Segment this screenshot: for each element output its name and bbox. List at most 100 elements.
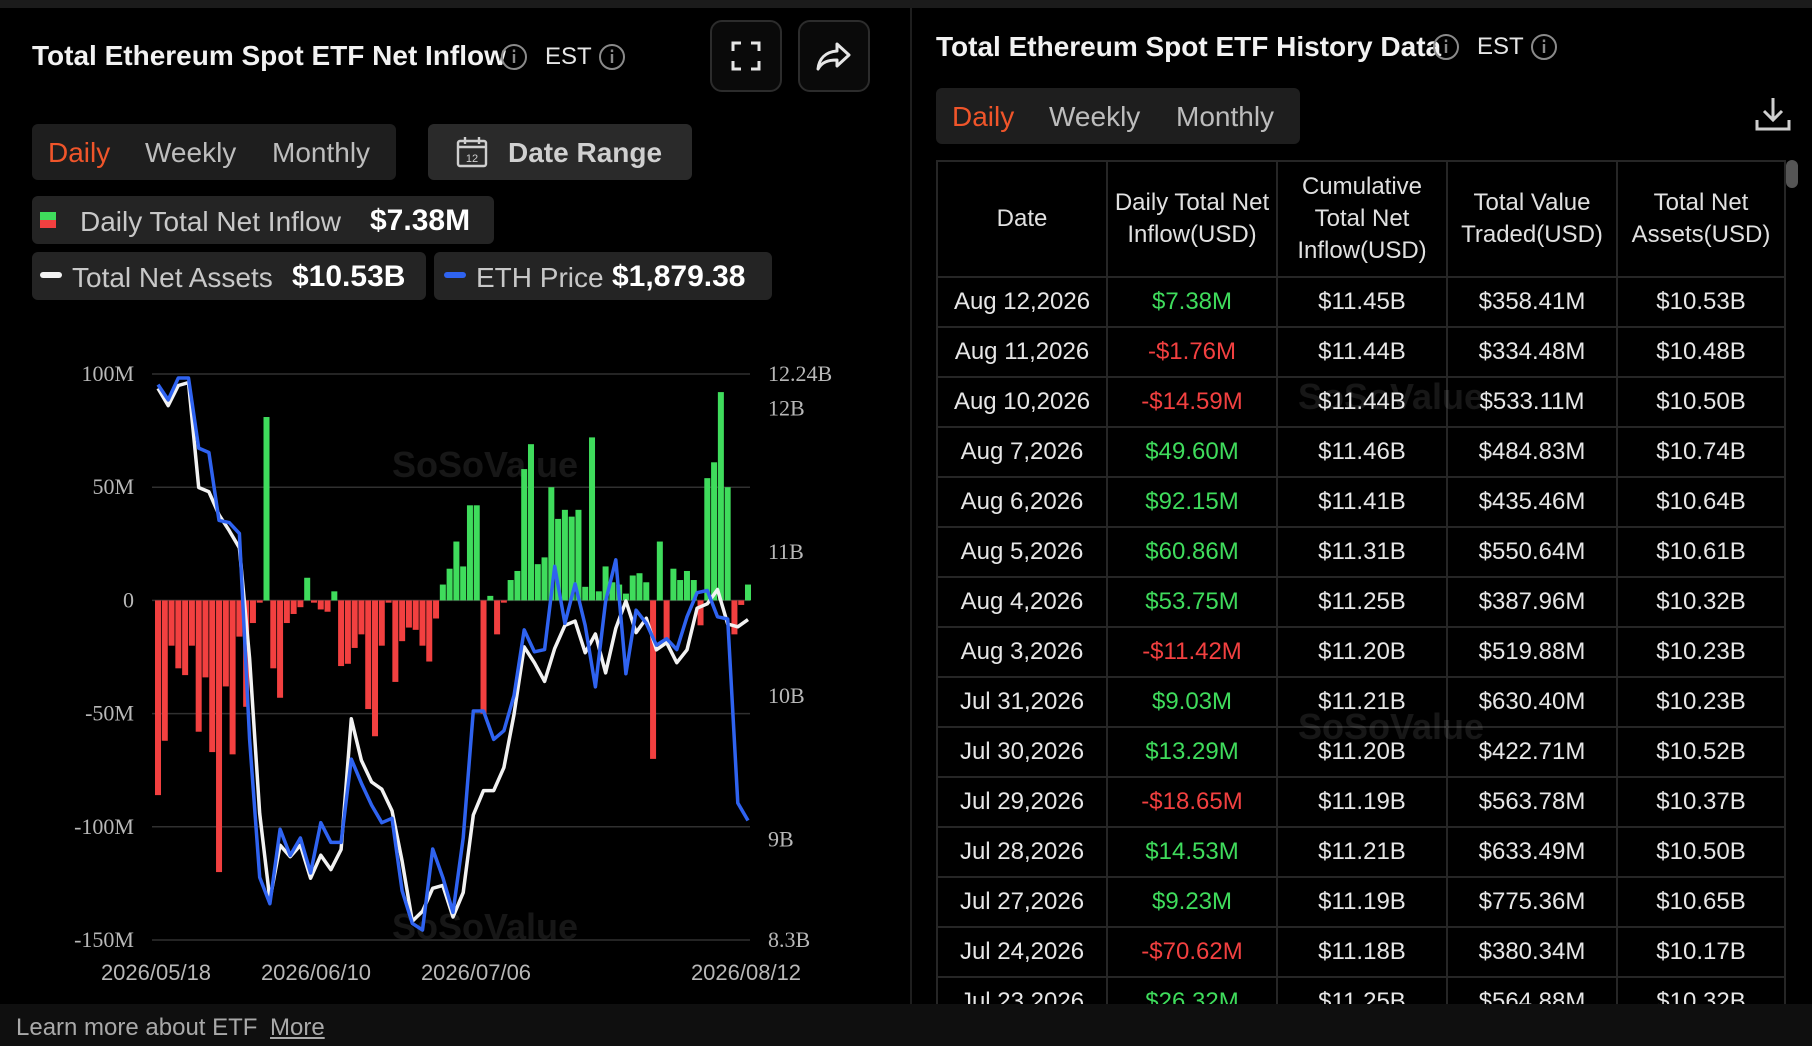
daily-inflow-cell: -$1.76M bbox=[1107, 327, 1278, 378]
inflow-bar bbox=[168, 600, 175, 646]
value-traded-cell: $358.41M bbox=[1447, 277, 1618, 328]
inflow-bar bbox=[697, 600, 704, 626]
legend-daily-inflow[interactable]: Daily Total Net Inflow $7.38M bbox=[32, 196, 494, 244]
column-header[interactable]: Total Net Assets(USD) bbox=[1616, 160, 1786, 278]
y-right-tick-label: 10B bbox=[768, 683, 805, 708]
table-row[interactable]: Jul 23,2026 $26.32M $11.25B $564.88M $10.32B bbox=[936, 977, 1786, 1004]
value-traded-cell: $564.88M bbox=[1447, 977, 1618, 1004]
legend-assets-value: $10.53B bbox=[292, 260, 406, 293]
inflow-bar bbox=[555, 518, 562, 601]
inflow-bar bbox=[595, 591, 602, 601]
date-cell: Jul 27,2026 bbox=[936, 877, 1108, 928]
legend-eth-price[interactable]: ETH Price $1,879.38 bbox=[434, 252, 772, 300]
inflow-bar bbox=[365, 600, 372, 710]
table-row[interactable]: Jul 31,2026 $9.03M $11.21B $630.40M $10.23B bbox=[936, 677, 1786, 728]
table-row[interactable]: Jul 28,2026 $14.53M $11.21B $633.49M $10.50B bbox=[936, 827, 1786, 878]
info-icon[interactable] bbox=[1530, 33, 1558, 61]
net-assets-cell: $10.32B bbox=[1617, 577, 1786, 628]
history-table-wrapper[interactable]: Date Daily Total Net Inflow(USD) Cumulat… bbox=[936, 160, 1798, 1004]
date-cell: Jul 24,2026 bbox=[936, 927, 1108, 978]
net-assets-cell: $10.50B bbox=[1617, 377, 1786, 428]
cumulative-inflow-cell: $11.20B bbox=[1277, 627, 1448, 678]
value-traded-cell: $334.48M bbox=[1447, 327, 1618, 378]
tab-monthly[interactable]: Monthly bbox=[1176, 101, 1275, 132]
table-row[interactable]: Aug 12,2026 $7.38M $11.45B $358.41M $10.53B bbox=[936, 277, 1786, 328]
column-header[interactable]: Daily Total Net Inflow(USD) bbox=[1106, 160, 1278, 278]
legend-total-net-assets[interactable]: Total Net Assets $10.53B bbox=[32, 252, 426, 300]
info-icon[interactable] bbox=[598, 43, 626, 71]
inflow-bar bbox=[310, 600, 317, 603]
value-traded-cell: $422.71M bbox=[1447, 727, 1618, 778]
tab-daily[interactable]: Daily bbox=[48, 137, 111, 168]
watermark: SoSoValue bbox=[392, 444, 579, 485]
cumulative-inflow-cell: $11.19B bbox=[1277, 877, 1448, 928]
inflow-bar bbox=[670, 568, 677, 601]
x-tick-label: 2026/06/10 bbox=[261, 960, 371, 985]
cumulative-inflow-cell: $11.25B bbox=[1277, 577, 1448, 628]
column-header[interactable]: Total Value Traded(USD) bbox=[1446, 160, 1618, 278]
table-row[interactable]: Aug 10,2026 -$14.59M $11.44B $533.11M $10.50… bbox=[936, 377, 1786, 428]
table-row[interactable]: Aug 4,2026 $53.75M $11.25B $387.96M $10.32B bbox=[936, 577, 1786, 628]
value-traded-cell: $435.46M bbox=[1447, 477, 1618, 528]
more-link[interactable]: More bbox=[270, 1014, 325, 1041]
footer-bar: Learn more about ETF More bbox=[0, 1004, 1812, 1046]
inflow-bar bbox=[405, 600, 412, 628]
table-row[interactable]: Aug 7,2026 $49.60M $11.46B $484.83M $10.74B bbox=[936, 427, 1786, 478]
inflow-bar bbox=[317, 600, 324, 610]
date-range-button[interactable]: 12 Date Range bbox=[428, 124, 692, 180]
watermark: SoSoValue bbox=[1298, 376, 1485, 417]
fullscreen-button[interactable] bbox=[710, 20, 782, 92]
tab-weekly[interactable]: Weekly bbox=[145, 137, 237, 168]
tab-daily[interactable]: Daily bbox=[952, 101, 1015, 132]
legend-inflow-value: $7.38M bbox=[370, 204, 471, 237]
inflow-bar bbox=[500, 600, 507, 603]
table-row[interactable]: Jul 29,2026 -$18.65M $11.19B $563.78M $10.37… bbox=[936, 777, 1786, 828]
inflow-bar bbox=[480, 600, 487, 714]
inflow-bar bbox=[494, 600, 501, 635]
timezone-label: EST bbox=[545, 43, 592, 70]
table-row[interactable]: Aug 3,2026 -$11.42M $11.20B $519.88M $10.23B bbox=[936, 627, 1786, 678]
value-traded-cell: $533.11M bbox=[1447, 377, 1618, 428]
y-right-tick-label: 11B bbox=[768, 539, 804, 564]
net-assets-cell: $10.17B bbox=[1617, 927, 1786, 978]
inflow-bar bbox=[175, 600, 182, 669]
inflow-bar bbox=[717, 392, 724, 601]
top-strip bbox=[0, 0, 1812, 8]
daily-inflow-cell: $53.75M bbox=[1107, 577, 1278, 628]
inflow-bar bbox=[487, 595, 494, 601]
inflow-bar bbox=[629, 575, 636, 601]
date-cell: Jul 28,2026 bbox=[936, 827, 1108, 878]
inflow-bar bbox=[297, 600, 304, 608]
table-row[interactable]: Jul 27,2026 $9.23M $11.19B $775.36M $10.65B bbox=[936, 877, 1786, 928]
daily-inflow-cell: $92.15M bbox=[1107, 477, 1278, 528]
table-row[interactable]: Aug 5,2026 $60.86M $11.31B $550.64M $10.61B bbox=[936, 527, 1786, 578]
net-assets-cell: $10.74B bbox=[1617, 427, 1786, 478]
info-icon[interactable] bbox=[1432, 33, 1460, 61]
inflow-bar bbox=[622, 593, 629, 601]
table-row[interactable]: Jul 30,2026 $13.29M $11.20B $422.71M $10.52B bbox=[936, 727, 1786, 778]
inflow-bar bbox=[473, 505, 480, 601]
table-row[interactable]: Jul 24,2026 -$70.62M $11.18B $380.34M $10.17… bbox=[936, 927, 1786, 978]
panel-divider bbox=[910, 8, 912, 1004]
download-icon[interactable] bbox=[1753, 94, 1793, 134]
y-left-tick-label: 100M bbox=[81, 361, 134, 386]
tab-monthly[interactable]: Monthly bbox=[272, 137, 371, 168]
inflow-bar bbox=[202, 600, 209, 678]
x-tick-label: 2026/05/18 bbox=[101, 960, 211, 985]
inflow-bar bbox=[711, 462, 718, 601]
table-row[interactable]: Aug 6,2026 $92.15M $11.41B $435.46M $10.64B bbox=[936, 477, 1786, 528]
tab-weekly[interactable]: Weekly bbox=[1049, 101, 1141, 132]
share-button[interactable] bbox=[798, 20, 870, 92]
table-scrollbar[interactable] bbox=[1786, 160, 1798, 188]
inflow-bar bbox=[704, 478, 711, 601]
info-icon[interactable] bbox=[500, 43, 528, 71]
y-right-tick-label: 9B bbox=[768, 826, 794, 851]
inflow-bar bbox=[195, 600, 202, 732]
column-header[interactable]: Date bbox=[936, 160, 1108, 278]
column-header[interactable]: Cumulative Total Net Inflow(USD) bbox=[1276, 160, 1448, 278]
inflow-bar bbox=[161, 600, 168, 741]
legend-inflow-label: Daily Total Net Inflow bbox=[80, 206, 341, 237]
cumulative-inflow-cell: $11.31B bbox=[1277, 527, 1448, 578]
table-row[interactable]: Aug 11,2026 -$1.76M $11.44B $334.48M $10.48B bbox=[936, 327, 1786, 378]
inflow-bar bbox=[683, 570, 690, 601]
